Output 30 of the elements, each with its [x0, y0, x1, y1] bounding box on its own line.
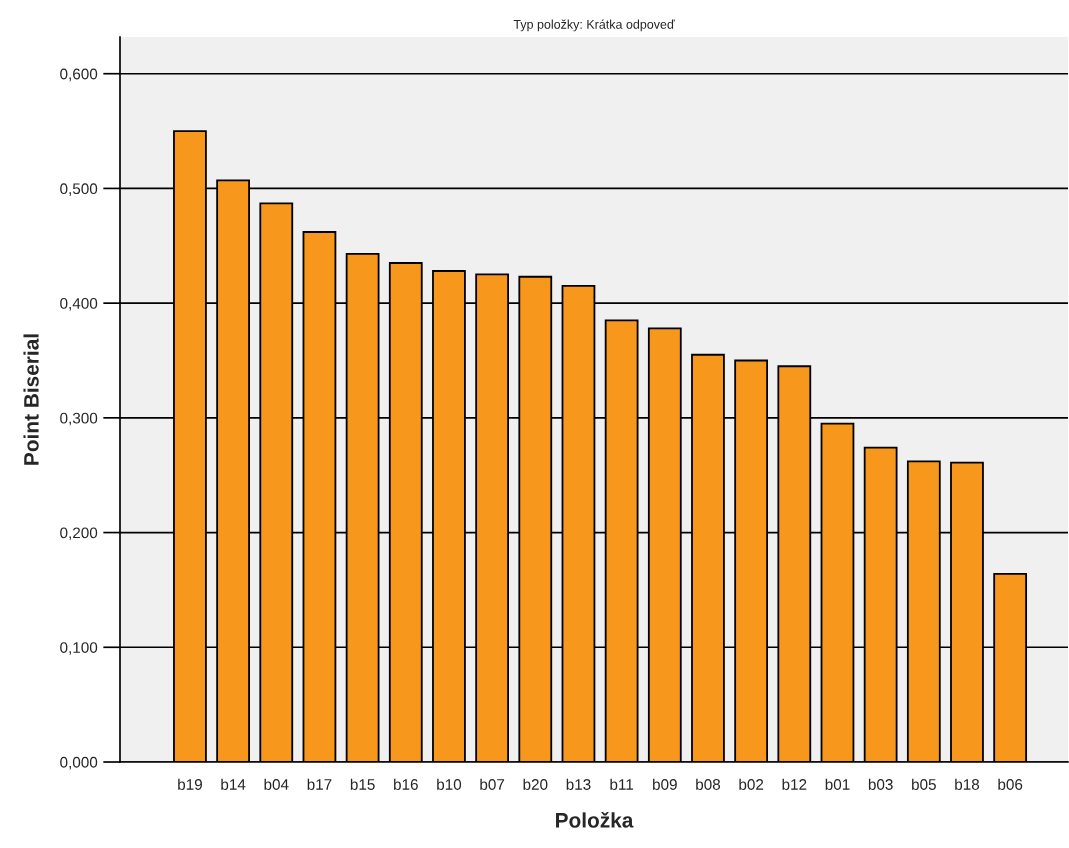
x-tick-label: b16 [394, 778, 418, 790]
x-tick-label: b03 [868, 778, 893, 790]
x-tick-label: b05 [912, 778, 936, 790]
chart-title: Typ položky: Krátka odpoveď [513, 19, 675, 32]
y-tick-label: 0,400 [60, 298, 98, 311]
x-tick-label: b14 [221, 778, 246, 790]
x-tick-label: b01 [825, 778, 850, 790]
x-tick-label: b15 [350, 778, 375, 790]
x-tick-label: b19 [178, 778, 202, 790]
x-tick-label: b09 [653, 778, 677, 790]
x-tick-label: b17 [307, 778, 332, 790]
x-tick-label: b07 [480, 778, 505, 790]
y-tick-label: 0,600 [60, 68, 98, 82]
x-tick-label: b02 [739, 778, 764, 790]
x-tick-label: b11 [610, 778, 634, 790]
y-tick-label: 0,300 [60, 412, 98, 426]
y-tick-label: 0,500 [60, 183, 98, 196]
y-axis-title: Point Biserial [23, 334, 39, 465]
x-tick-label: b12 [782, 778, 807, 790]
x-tick-label: b06 [998, 778, 1023, 790]
y-tick-label: 0,100 [60, 642, 98, 655]
x-tick-label: b13 [566, 778, 591, 790]
y-tick-label: 0,000 [60, 756, 98, 770]
y-tick-label: 0,200 [60, 527, 98, 541]
x-tick-label: b20 [523, 778, 548, 790]
x-tick-label: b08 [696, 778, 721, 790]
x-tick-label: b18 [955, 778, 980, 790]
x-tick-label: b04 [264, 778, 289, 790]
x-axis-title: Položka [556, 811, 634, 828]
x-tick-label: b10 [437, 778, 462, 790]
